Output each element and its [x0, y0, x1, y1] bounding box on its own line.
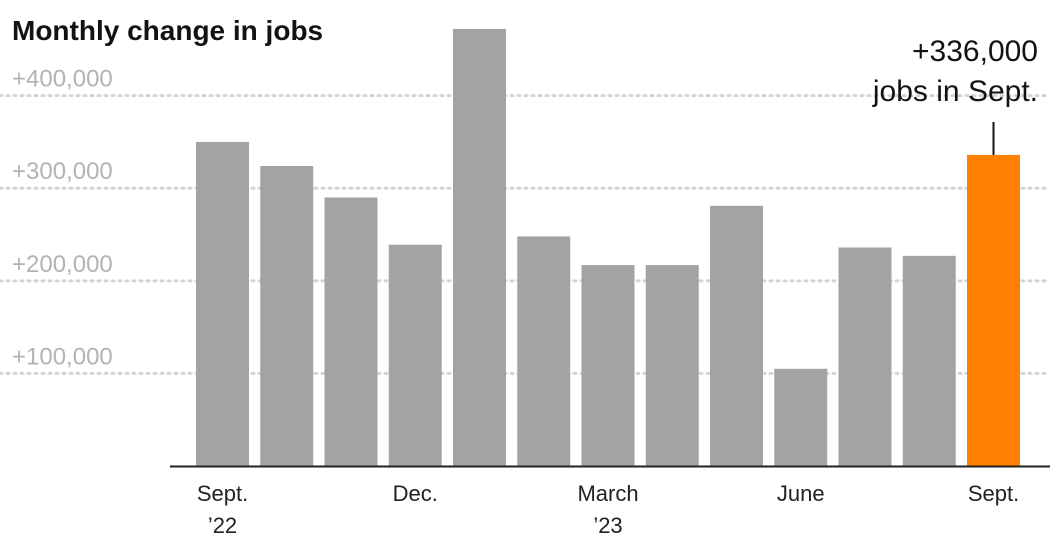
x-tick-label: June: [777, 481, 825, 506]
bar: [645, 265, 699, 466]
x-tick-label: Sept.: [197, 481, 248, 506]
y-tick-label: +300,000: [12, 158, 113, 185]
bar: [517, 236, 571, 466]
bar: [453, 29, 506, 466]
x-tick-label: ’23: [593, 513, 622, 538]
bar: [774, 368, 828, 466]
bar: [324, 197, 378, 466]
annotation: +336,000 jobs in Sept.: [872, 35, 1038, 155]
x-axis: Sept. ’22 Dec. March ’23 June Sept.: [170, 465, 1050, 538]
bar: [967, 154, 1020, 466]
y-tick-label: +200,000: [12, 251, 113, 278]
x-tick-label: Dec.: [393, 481, 438, 506]
y-tick-label: +100,000: [12, 343, 113, 370]
bar: [388, 244, 442, 466]
x-tick-label: March: [577, 481, 638, 506]
bar: [902, 255, 956, 466]
x-tick-label: ’22: [208, 513, 237, 538]
annotation-label: +336,000: [912, 35, 1038, 68]
chart-title: Monthly change in jobs: [12, 15, 323, 46]
y-tick-label: +400,000: [12, 66, 113, 93]
bar: [196, 141, 249, 467]
x-tick-label: Sept.: [968, 481, 1019, 506]
bar: [581, 265, 635, 466]
bars: [196, 29, 1020, 467]
bar: [260, 166, 314, 466]
bar: [710, 205, 763, 467]
bar: [838, 247, 892, 466]
annotation-label: jobs in Sept.: [872, 75, 1038, 108]
